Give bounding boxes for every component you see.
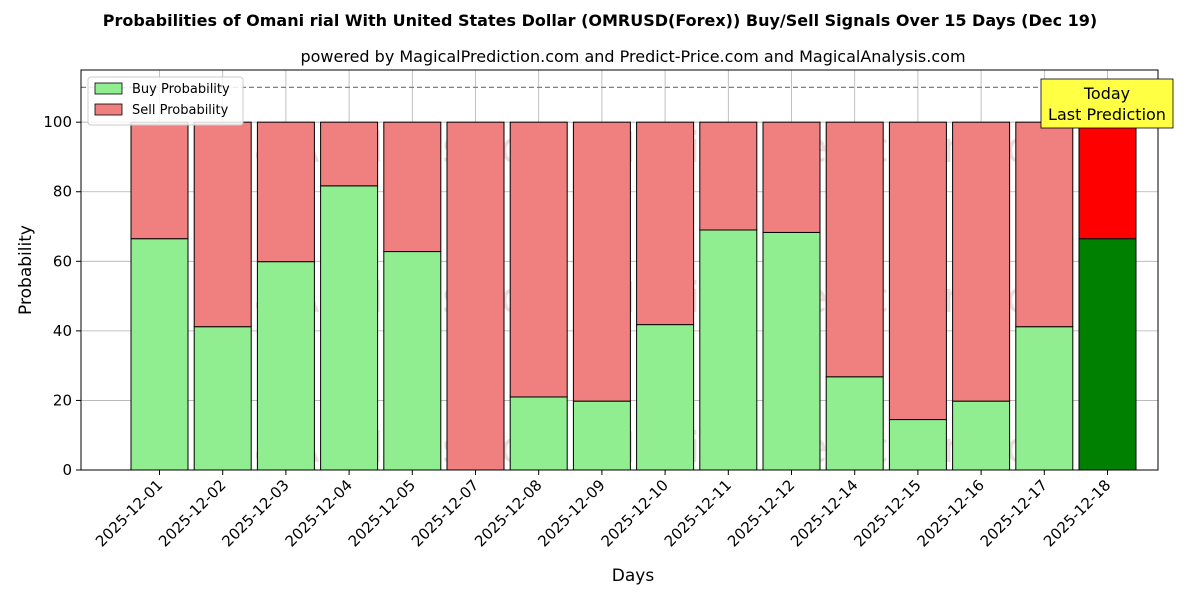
bar-buy [888,419,947,471]
bar-sell [446,121,505,471]
y-tick-label: 60 [53,252,72,270]
x-tick-label: 2025-12-17 [977,476,1051,550]
y-axis: 0 20 40 60 80 100 [43,113,81,479]
bar-buy [256,261,315,471]
x-tick-label: 2025-12-03 [218,476,292,550]
x-tick-label: 2025-12-11 [661,476,735,550]
today-annotation-box [1040,78,1174,129]
x-tick-label: 2025-12-01 [92,476,166,550]
x-axis-label: Days [612,566,655,586]
x-axis: 2025-12-012025-12-022025-12-032025-12-04… [92,470,1114,550]
x-tick-label: 2025-12-18 [1040,476,1114,550]
bar-sell [1015,121,1074,328]
bar-buy [1078,238,1137,471]
bar-sell [1078,121,1137,240]
bar-buy [383,251,442,471]
bar-buy [762,231,821,471]
bar-buy [572,400,631,471]
bar-buy [193,326,252,471]
x-tick-label: 2025-12-08 [471,476,545,550]
x-tick-label: 2025-12-12 [724,476,798,550]
bar-sell [572,121,631,402]
legend: Buy Probability Sell Probability [87,76,244,126]
bar-buy [130,238,189,471]
x-tick-label: 2025-12-07 [408,476,482,550]
y-tick-label: 20 [53,391,72,409]
legend-label-sell: Sell Probability [132,103,229,118]
chart-title: Probabilities of Omani rial With United … [103,11,1097,30]
today-annotation-line1: Today [1083,84,1130,103]
legend-label-buy: Buy Probability [132,82,230,97]
today-annotation: Today Last Prediction [1040,78,1174,129]
bar-buy [636,324,695,471]
bar-sell [130,121,189,240]
legend-swatch-buy [94,82,123,95]
legend-frame [87,76,244,126]
y-tick-label: 80 [53,183,72,201]
x-tick-label: 2025-12-04 [282,476,356,550]
bar-sell [256,121,315,263]
y-tick-label: 0 [62,461,72,479]
y-tick-label: 100 [43,113,72,131]
chart-subtitle: powered by MagicalPrediction.com and Pre… [300,47,965,66]
legend-swatch-sell [94,103,123,116]
today-annotation-line2: Last Prediction [1048,105,1166,124]
bar-sell [952,121,1011,402]
bar-sell [509,121,568,398]
bar-sell [825,121,884,378]
bar-sell [888,121,947,421]
bars [130,121,1137,471]
bar-sell [636,121,695,326]
bar-buy [320,185,379,471]
x-tick-label: 2025-12-09 [534,476,608,550]
bar-buy [952,400,1011,471]
y-tick-label: 40 [53,322,72,340]
x-tick-label: 2025-12-10 [598,476,672,550]
bar-sell [193,121,252,328]
bar-buy [699,229,758,471]
x-tick-label: 2025-12-14 [787,476,861,550]
plot-frame [80,69,1159,471]
y-axis-label: Probability [16,225,36,315]
x-tick-label: 2025-12-16 [914,476,988,550]
bar-sell [699,121,758,231]
bar-buy [825,376,884,471]
bar-buy [509,396,568,471]
x-tick-label: 2025-12-15 [850,476,924,550]
bar-buy [1015,326,1074,471]
bar-sell [383,121,442,253]
x-tick-label: 2025-12-02 [155,476,229,550]
x-tick-label: 2025-12-05 [345,476,419,550]
bar-sell [762,121,821,233]
bar-sell [320,121,379,187]
